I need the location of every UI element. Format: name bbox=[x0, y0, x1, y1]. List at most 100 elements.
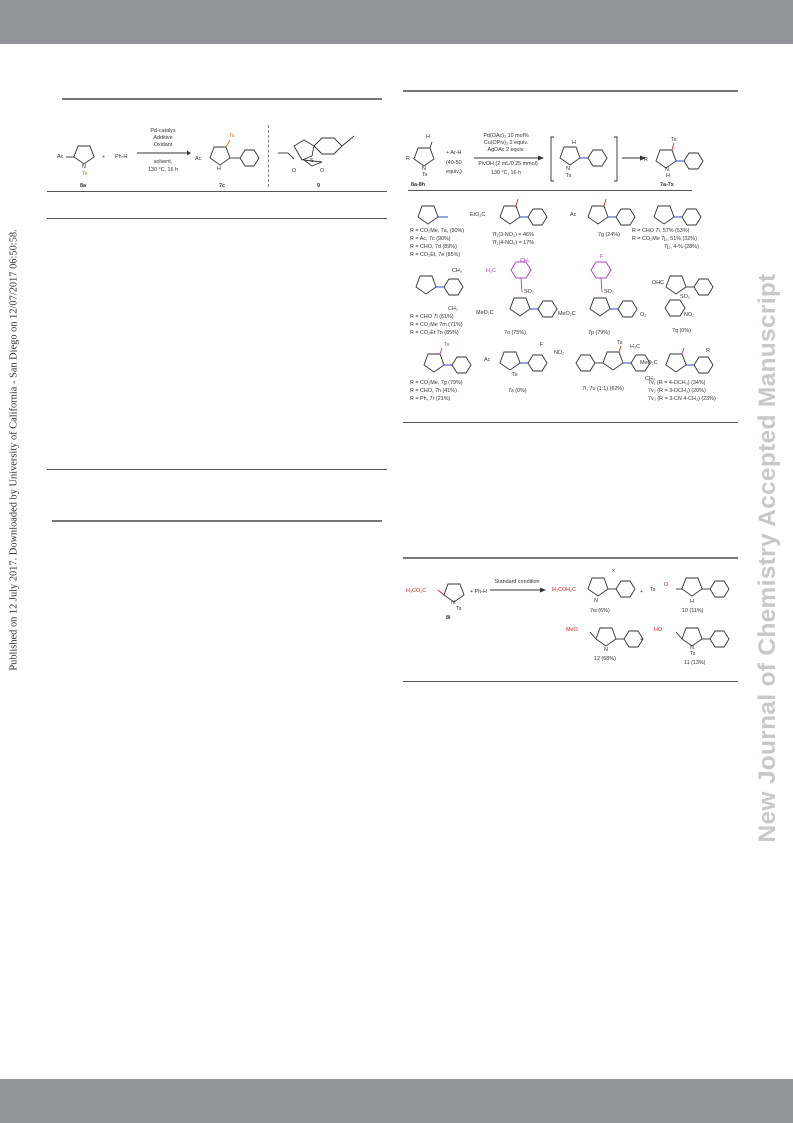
b-p3-label: 12 (68%) bbox=[594, 656, 616, 662]
sm-ts: Ts bbox=[82, 171, 88, 177]
sm-h: H bbox=[426, 134, 430, 140]
row1-d-2: R = CO₂Me 7j₁, 51% (32%) bbox=[632, 236, 697, 242]
row1-a-3: R = CHO, 7d (89%) bbox=[410, 244, 457, 250]
b-p3-n: N bbox=[604, 647, 608, 653]
side-o2: O bbox=[320, 168, 325, 174]
row3-a-3: R = Ph, 7r (21%) bbox=[410, 396, 451, 402]
row3-c-ts: Ts bbox=[617, 340, 623, 346]
row2-b-h3c: H₃C bbox=[486, 268, 496, 274]
b-p4-ts: Ts bbox=[690, 651, 696, 657]
row3-a-structure bbox=[423, 347, 472, 374]
row1-b-1: 7f₁(3-NO₂) = 46% bbox=[492, 232, 534, 238]
row2-c-lbl: 7p (79%) bbox=[588, 330, 610, 336]
cond-5: 130 °C, 16 h bbox=[490, 170, 522, 176]
pyrrole-8i-structure bbox=[437, 583, 465, 603]
cond-1: Pd(OAc)₂ 10 mol% bbox=[483, 133, 529, 139]
reagent-1: + Ar-H bbox=[446, 150, 462, 156]
row3-b-no2: NO₂ bbox=[554, 350, 565, 356]
b-sm-sub: H₃CO₂C bbox=[406, 588, 427, 594]
cond-4: solvent, bbox=[153, 159, 173, 165]
table-rule-4 bbox=[52, 520, 382, 522]
publication-sidebar: Published on 12 July 2017. Downloaded by… bbox=[3, 175, 25, 725]
b-plus3: + bbox=[640, 637, 644, 643]
cond-1: Pd-catalys bbox=[150, 128, 176, 134]
prod-label: 7c bbox=[219, 183, 225, 189]
reaction-arrow-2 bbox=[622, 155, 646, 161]
b-p4-sub: HO bbox=[654, 627, 663, 633]
row2-d-lbl: 7q (0%) bbox=[672, 328, 691, 334]
row3-d-3: 7v₃ (R = 3-CN 4-CH₃) (23%) bbox=[648, 396, 716, 402]
row2-b-sub: MeO₂C bbox=[476, 310, 494, 316]
row2-a-2: R = CO₂Me 7m (71%) bbox=[410, 322, 463, 328]
sm-ts: Ts bbox=[422, 172, 428, 178]
reaction-arrow-right bbox=[474, 155, 544, 161]
cond-5: 130 °C, 16 h bbox=[147, 167, 179, 173]
row2-c-sub: MeO₂C bbox=[558, 311, 576, 317]
reagent: Ph-H bbox=[115, 154, 128, 160]
sm-label: 8a bbox=[80, 183, 86, 189]
b-plus2: + bbox=[640, 589, 644, 595]
prod-ts: Ts bbox=[671, 137, 677, 143]
row2-b-structure bbox=[509, 261, 558, 318]
row1-d-3: 7j₂, 4-% (28%) bbox=[664, 244, 699, 250]
row3-b-sub: Ac bbox=[484, 357, 491, 363]
row2-a-1: R = CHO 7l (61%) bbox=[410, 314, 454, 320]
row3-d-2: 7v₂ (R = 3-OCH₃) (20%) bbox=[648, 388, 706, 394]
side-o1: O bbox=[292, 168, 297, 174]
right-top-rule bbox=[403, 90, 738, 92]
sm-r: R bbox=[406, 156, 410, 162]
b-cond: Standard condition bbox=[494, 579, 540, 585]
intermediate-structure bbox=[550, 136, 618, 182]
b-plus1: + Ph-H bbox=[470, 589, 487, 595]
product-7-structure bbox=[655, 142, 704, 170]
footer-bar bbox=[0, 1079, 793, 1123]
b-p1-n: N bbox=[594, 598, 598, 604]
cond-4: PivOH (2 mL/0.25 mmol) bbox=[478, 161, 538, 167]
row3-c-ch3: CH₃ bbox=[645, 376, 655, 382]
prod-r: R bbox=[644, 157, 648, 163]
b-p4-n: N bbox=[690, 645, 694, 651]
row2-b-ch3: CH₃ bbox=[520, 258, 530, 264]
b-p1-x: x bbox=[612, 568, 615, 574]
row1-a-2: R = Ac, 7c (90%) bbox=[410, 236, 451, 242]
row1-c-structure bbox=[587, 198, 636, 226]
product-10-structure bbox=[676, 577, 730, 598]
row1-d-1: R = CHO 7i, 57% (53%) bbox=[632, 228, 690, 234]
row3-b-ts: Ts bbox=[512, 372, 518, 378]
reaction-arrow bbox=[137, 150, 191, 156]
row1-b-2: 7f₂(4-NO₂) = 17% bbox=[492, 240, 535, 246]
b-arrow bbox=[490, 587, 546, 593]
row3-c-structure bbox=[575, 345, 651, 372]
row2-d-o2: O₂ bbox=[640, 312, 647, 318]
prod-h: H bbox=[217, 166, 221, 172]
plus: + bbox=[102, 154, 106, 160]
cond-2: Additive bbox=[153, 135, 173, 141]
header-bar bbox=[0, 0, 793, 44]
b-p3-sub: MeO bbox=[566, 627, 578, 633]
divider-dashed bbox=[268, 125, 269, 187]
row2-a-me: CH₃ bbox=[452, 268, 462, 274]
row3-b-f: F bbox=[540, 342, 544, 348]
reagent-2: (40-50 bbox=[446, 160, 462, 166]
row1-c-lbl: 7g (24%) bbox=[598, 232, 620, 238]
b-p2-o: O bbox=[664, 582, 669, 588]
scheme-rule-2 bbox=[47, 218, 387, 219]
table-rule-3 bbox=[47, 469, 387, 470]
prod-h: H bbox=[666, 173, 670, 179]
row1-b-sub: EtO₂C bbox=[470, 212, 486, 218]
row3-d-1: 7v₁ (R = 4-OCH₃) (34%) bbox=[648, 380, 706, 386]
row3-d-r: R bbox=[706, 348, 710, 354]
b-sm-label: 8i bbox=[446, 615, 451, 621]
b-p2-sub: Ts bbox=[650, 587, 656, 593]
row2-b-lbl: 7o (75%) bbox=[504, 330, 526, 336]
int-ts: Ts bbox=[566, 173, 572, 179]
prod-n: N bbox=[665, 167, 669, 173]
row3-b-structure bbox=[499, 351, 548, 372]
sm-ac: Ac bbox=[57, 154, 64, 160]
sm-n: N bbox=[422, 166, 426, 172]
cond-3: AgOAc 2 equiv. bbox=[487, 147, 525, 153]
row2-d-structure bbox=[664, 275, 714, 317]
b-p1-label: 7w (6%) bbox=[590, 608, 610, 614]
right-rule-4 bbox=[403, 681, 738, 682]
row3-b-lbl: 7s (0%) bbox=[508, 388, 527, 394]
